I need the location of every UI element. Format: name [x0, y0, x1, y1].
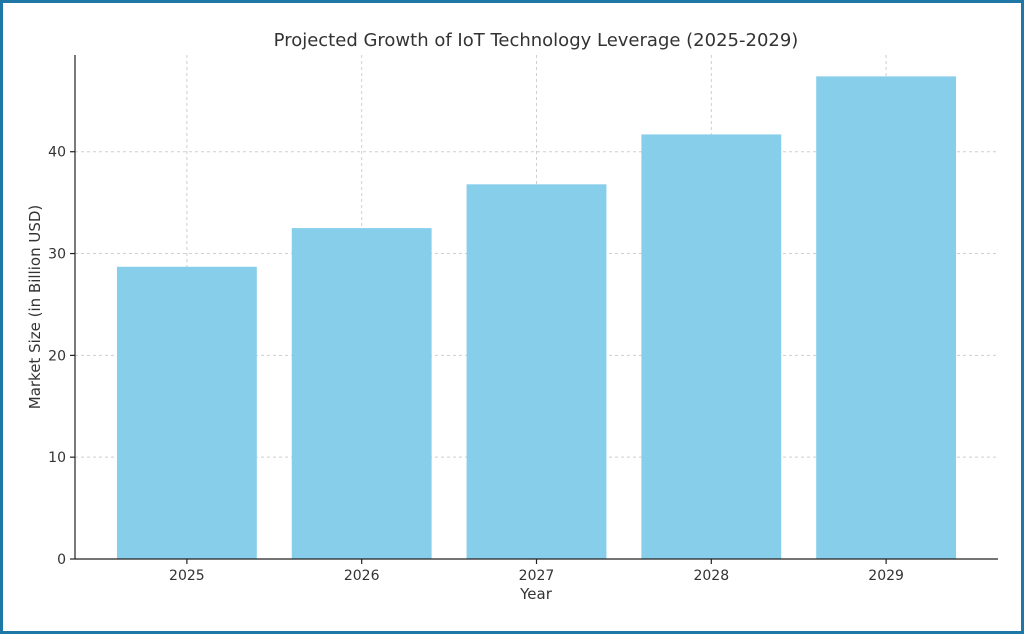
y-tick-label: 30: [48, 247, 66, 263]
x-tick-label: 2025: [169, 568, 205, 584]
bar-2028: [641, 134, 782, 559]
x-tick-label: 2027: [519, 568, 555, 584]
y-tick-label: 10: [48, 450, 66, 466]
bars: [116, 76, 957, 560]
y-tick-label: 40: [48, 145, 66, 161]
y-tick-label: 20: [48, 348, 66, 364]
bar-2026: [291, 228, 432, 559]
bar-2029: [816, 76, 957, 559]
x-ticks: 2025 2026 2027 2028 2029: [169, 559, 904, 584]
bar-2027: [466, 184, 607, 560]
x-tick-label: 2028: [693, 568, 729, 584]
y-ticks: 0 10 20 30 40: [48, 145, 75, 568]
x-tick-label: 2026: [344, 568, 380, 584]
y-axis-label: Market Size (in Billion USD): [26, 205, 44, 410]
bar-chart: Projected Growth of IoT Technology Lever…: [26, 30, 998, 603]
bar-2025: [116, 266, 257, 559]
chart-title: Projected Growth of IoT Technology Lever…: [274, 30, 799, 51]
x-tick-label: 2029: [868, 568, 904, 584]
x-axis-label: Year: [519, 585, 553, 603]
y-tick-label: 0: [57, 552, 66, 568]
